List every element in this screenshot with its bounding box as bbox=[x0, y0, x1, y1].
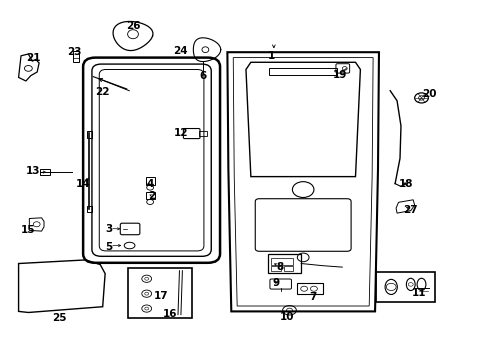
Text: 3: 3 bbox=[105, 224, 112, 234]
Text: 23: 23 bbox=[67, 47, 81, 57]
Text: 25: 25 bbox=[52, 312, 67, 323]
Bar bbox=[128, 268, 191, 318]
Text: 5: 5 bbox=[105, 242, 112, 252]
Text: 22: 22 bbox=[95, 87, 110, 97]
Bar bbox=[73, 51, 79, 62]
Bar bbox=[86, 206, 92, 212]
Text: 10: 10 bbox=[279, 312, 294, 322]
Text: 24: 24 bbox=[172, 46, 187, 56]
Text: 1: 1 bbox=[267, 51, 274, 61]
Text: 6: 6 bbox=[199, 71, 206, 81]
Bar bbox=[86, 131, 92, 138]
Bar bbox=[270, 258, 293, 265]
Bar bbox=[145, 192, 154, 199]
Bar bbox=[270, 266, 280, 271]
Text: 16: 16 bbox=[163, 309, 177, 319]
Text: 8: 8 bbox=[276, 262, 283, 272]
Bar bbox=[40, 169, 50, 175]
Text: 21: 21 bbox=[26, 53, 41, 63]
Bar bbox=[297, 283, 322, 294]
Bar bbox=[268, 68, 337, 75]
Bar bbox=[375, 272, 434, 302]
Bar bbox=[145, 177, 154, 185]
Text: 14: 14 bbox=[76, 179, 90, 189]
Text: 19: 19 bbox=[332, 70, 346, 80]
Text: 11: 11 bbox=[411, 288, 426, 298]
Bar bbox=[198, 131, 207, 136]
Text: 12: 12 bbox=[173, 128, 188, 138]
Bar bbox=[283, 266, 293, 271]
Text: 26: 26 bbox=[125, 21, 140, 31]
Text: 7: 7 bbox=[308, 292, 316, 302]
Text: 13: 13 bbox=[26, 166, 41, 176]
Text: 2: 2 bbox=[148, 191, 155, 201]
Text: 17: 17 bbox=[154, 291, 168, 301]
Text: 9: 9 bbox=[272, 278, 279, 288]
Text: 4: 4 bbox=[146, 179, 154, 189]
Text: 20: 20 bbox=[421, 89, 436, 99]
Text: 15: 15 bbox=[21, 225, 36, 235]
Bar bbox=[267, 254, 301, 273]
Text: 27: 27 bbox=[403, 204, 417, 215]
Text: 18: 18 bbox=[398, 179, 412, 189]
